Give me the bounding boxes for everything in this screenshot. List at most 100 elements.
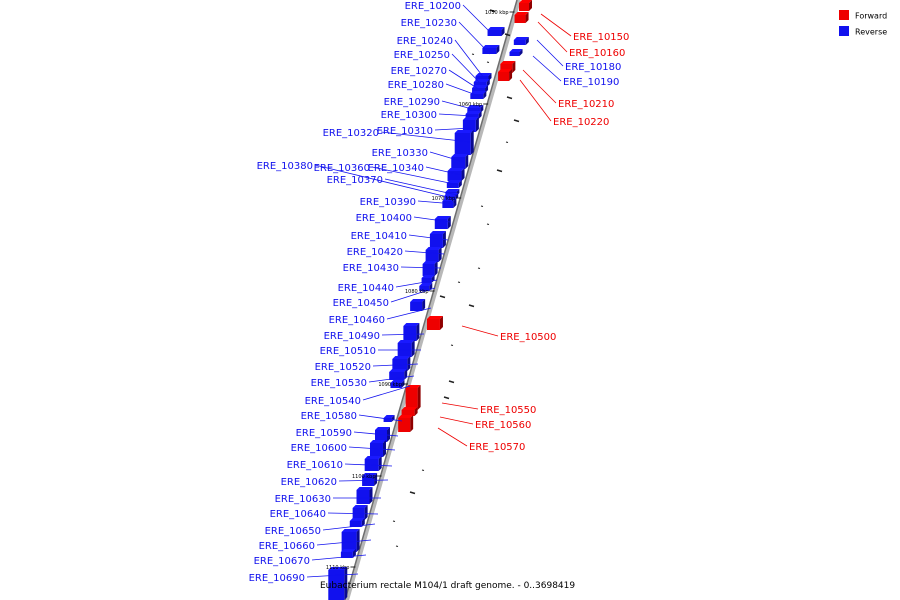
gene-label-ere_10610[interactable]: ERE_10610 — [287, 460, 343, 471]
gene-label-ere_10280[interactable]: ERE_10280 — [388, 80, 444, 91]
ERE_10610-block[interactable] — [364, 456, 382, 471]
ERE_10360-block[interactable] — [446, 180, 462, 188]
gene-label-ere_10600[interactable]: ERE_10600 — [291, 443, 347, 454]
gene-label-ere_10250[interactable]: ERE_10250 — [394, 50, 450, 61]
scale-tick-label: 1090 kbp — [378, 382, 402, 388]
ERE_10510-block[interactable] — [397, 340, 415, 357]
ERE_10180-block[interactable] — [513, 37, 529, 45]
gene-label-ere_10490[interactable]: ERE_10490 — [324, 331, 380, 342]
ERE_10310-block[interactable] — [462, 117, 479, 132]
ERE_10650-block[interactable] — [349, 518, 365, 527]
gene-label-ere_10240[interactable]: ERE_10240 — [397, 36, 453, 47]
ERE_10320-block[interactable] — [454, 130, 474, 155]
gene-label-ere_10330[interactable]: ERE_10330 — [372, 148, 428, 159]
gene-label-ere_10230[interactable]: ERE_10230 — [401, 18, 457, 29]
gene-label-ere_10550[interactable]: ERE_10550 — [480, 405, 536, 416]
gene-label-ere_10460[interactable]: ERE_10460 — [329, 315, 385, 326]
gene-label-ere_10320[interactable]: ERE_10320 — [323, 128, 379, 139]
gene-label-ere_10530[interactable]: ERE_10530 — [311, 378, 367, 389]
ERE_10690-block[interactable] — [328, 567, 348, 600]
leader-line — [311, 554, 367, 561]
ERE_10660-block[interactable] — [341, 529, 360, 552]
legend: Forward Reverse — [839, 10, 887, 37]
gene-label-ere_10590[interactable]: ERE_10590 — [296, 428, 352, 439]
gene-label-ere_10520[interactable]: ERE_10520 — [315, 362, 371, 373]
gene-label-ere_10510[interactable]: ERE_10510 — [320, 346, 376, 357]
leader-line — [536, 39, 564, 67]
leader-line — [348, 446, 396, 451]
leader-line — [458, 21, 491, 55]
ERE_10200-block[interactable] — [487, 27, 505, 36]
gene-label-ere_10630[interactable]: ERE_10630 — [275, 494, 331, 505]
gene-label-ere_10300[interactable]: ERE_10300 — [381, 110, 437, 121]
ERE_10430-block[interactable] — [422, 261, 438, 276]
gene-label-ere_10400[interactable]: ERE_10400 — [356, 213, 412, 224]
gene-label-ere_10500[interactable]: ERE_10500 — [500, 332, 556, 343]
ERE_10220-block[interactable] — [498, 69, 513, 81]
gene-label-ere_10640[interactable]: ERE_10640 — [270, 509, 326, 520]
ERE_10560-block[interactable] — [401, 407, 418, 416]
ERE_10150-block[interactable] — [518, 0, 532, 11]
gene-label-ere_10360[interactable]: ERE_10360 — [314, 163, 370, 174]
gene-label-ere_10650[interactable]: ERE_10650 — [265, 526, 321, 537]
ERE_10330-block[interactable] — [451, 154, 469, 169]
gene-label-ere_10210[interactable]: ERE_10210 — [558, 99, 614, 110]
ERE_10500-block[interactable] — [426, 316, 443, 330]
ERE_10450-block[interactable] — [419, 283, 433, 291]
leader-line — [327, 512, 379, 515]
gene-label-ere_10200[interactable]: ERE_10200 — [405, 1, 461, 12]
gene-label-ere_10560[interactable]: ERE_10560 — [475, 420, 531, 431]
minor-feature-mark — [443, 396, 450, 400]
ERE_10280-block[interactable] — [470, 91, 487, 99]
gene-label-ere_10580[interactable]: ERE_10580 — [301, 411, 357, 422]
gene-label-ere_10690[interactable]: ERE_10690 — [249, 573, 305, 584]
ERE_10300-block[interactable] — [465, 111, 482, 119]
gene-label-ere_10310[interactable]: ERE_10310 — [377, 126, 433, 137]
gene-label-ere_10660[interactable]: ERE_10660 — [259, 541, 315, 552]
gene-label-ere_10620[interactable]: ERE_10620 — [281, 477, 337, 488]
gene-label-ere_10340[interactable]: ERE_10340 — [368, 163, 424, 174]
gene-label-ere_10220[interactable]: ERE_10220 — [553, 117, 609, 128]
minor-feature-mark — [477, 267, 481, 269]
ERE_10390-block[interactable] — [442, 198, 457, 208]
ERE_10210-block[interactable] — [500, 61, 516, 73]
ERE_10630-block[interactable] — [356, 487, 373, 504]
ERE_10640-block[interactable] — [352, 505, 368, 520]
ERE_10590-block[interactable] — [374, 427, 390, 442]
gene-label-ere_10670[interactable]: ERE_10670 — [254, 556, 310, 567]
ERE_10160-block[interactable] — [514, 12, 529, 23]
gene-label-ere_10570[interactable]: ERE_10570 — [469, 442, 525, 453]
ERE_10460-block[interactable] — [410, 299, 426, 311]
gene-label-ere_10420[interactable]: ERE_10420 — [347, 247, 403, 258]
ERE_10550-block[interactable] — [405, 385, 421, 410]
ERE_10230-block[interactable] — [482, 45, 500, 54]
ERE_10340-block[interactable] — [447, 168, 465, 181]
gene-label-ere_10540[interactable]: ERE_10540 — [305, 396, 361, 407]
gene-label-ere_10390[interactable]: ERE_10390 — [360, 197, 416, 208]
gene-label-ere_10440[interactable]: ERE_10440 — [338, 283, 394, 294]
gene-label-ere_10180[interactable]: ERE_10180 — [565, 62, 621, 73]
gene-label-ere_10410[interactable]: ERE_10410 — [351, 231, 407, 242]
ERE_10620-block[interactable] — [362, 473, 378, 486]
gene-label-ere_10430[interactable]: ERE_10430 — [343, 263, 399, 274]
minor-feature-mark — [486, 61, 490, 63]
ERE_10420-block[interactable] — [425, 247, 442, 262]
gene-label-ere_10270[interactable]: ERE_10270 — [391, 66, 447, 77]
leader-line — [386, 307, 432, 320]
ERE_10400-block[interactable] — [434, 216, 451, 229]
gene-label-ere_10380[interactable]: ERE_10380 — [257, 161, 313, 172]
ERE_10190-block[interactable] — [509, 49, 523, 56]
gene-label-ere_10290[interactable]: ERE_10290 — [384, 97, 440, 108]
ERE_10490-block[interactable] — [403, 323, 420, 341]
ERE_10570-block[interactable] — [398, 415, 414, 432]
ERE_10600-block[interactable] — [369, 440, 386, 457]
gene-label-ere_10450[interactable]: ERE_10450 — [333, 298, 389, 309]
ERE_10520-block[interactable] — [392, 356, 411, 371]
gene-label-ere_10150[interactable]: ERE_10150 — [573, 32, 629, 43]
ERE_10580-block[interactable] — [383, 415, 395, 422]
gene-label-ere_10190[interactable]: ERE_10190 — [563, 77, 619, 88]
gene-label-ere_10160[interactable]: ERE_10160 — [569, 48, 625, 59]
minor-feature-mark — [468, 304, 475, 308]
gene-label-ere_10370[interactable]: ERE_10370 — [327, 175, 383, 186]
leader-line — [413, 216, 451, 223]
